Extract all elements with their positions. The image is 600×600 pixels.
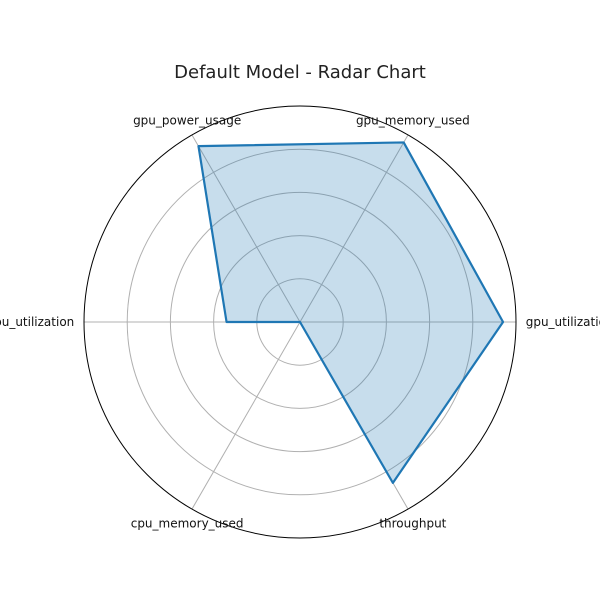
spoke-line bbox=[299, 134, 409, 323]
axis-label-gpu-memory-used: gpu_memory_used bbox=[356, 114, 470, 128]
axis-label-throughput: throughput bbox=[379, 516, 446, 530]
axis-label-cpu-utilization: cpu_utilization bbox=[0, 315, 74, 329]
axis-label-gpu-utilization: gpu_utilization bbox=[526, 315, 600, 329]
series-area bbox=[198, 142, 504, 483]
chart-title: Default Model - Radar Chart bbox=[174, 62, 426, 83]
radar-data bbox=[197, 141, 505, 484]
axis-label-gpu-power-usage: gpu_power_usage bbox=[133, 114, 241, 128]
outer-frame bbox=[83, 105, 517, 539]
axis-labels: gpu_utilization gpu_memory_used gpu_power_… bbox=[0, 114, 600, 531]
series-line bbox=[197, 141, 505, 484]
spoke-line bbox=[191, 321, 301, 510]
spoke-line bbox=[191, 134, 301, 323]
axis-label-cpu-memory-used: cpu_memory_used bbox=[131, 516, 244, 530]
